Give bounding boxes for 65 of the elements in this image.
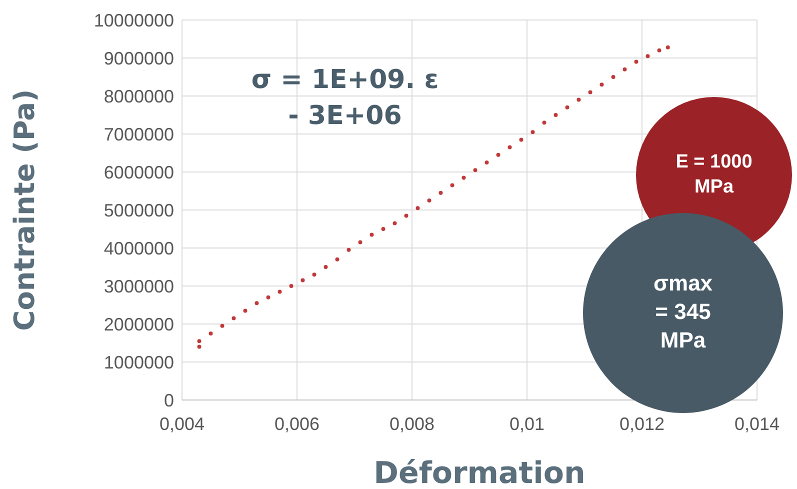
y-tick-label: 1000000 — [104, 352, 174, 372]
point — [289, 284, 294, 288]
point — [324, 265, 328, 269]
point — [197, 344, 202, 349]
y-tick-label: 10000000 — [94, 10, 174, 30]
point — [611, 75, 616, 79]
annotation: σ = 1E+09. ε - 3E+06 — [251, 65, 439, 131]
y-tick-label: 5000000 — [104, 200, 174, 220]
point — [266, 295, 270, 300]
x-tick-label: 0,004 — [159, 414, 205, 434]
point — [666, 45, 670, 50]
point — [416, 206, 420, 210]
annotation: E = 1000 MPa — [676, 152, 752, 198]
point — [450, 183, 454, 188]
y-tick-label: 2000000 — [104, 314, 174, 334]
point — [300, 278, 305, 282]
point — [370, 232, 374, 237]
point — [232, 316, 236, 320]
y-tick-label: 4000000 — [104, 238, 174, 258]
point — [530, 130, 535, 134]
point — [519, 138, 524, 142]
x-axis-title: Déformation — [374, 456, 586, 489]
y-tick-label: 8000000 — [104, 86, 174, 106]
y-tick-label: 3000000 — [104, 276, 174, 296]
point — [657, 48, 662, 52]
point — [542, 120, 546, 125]
point — [634, 60, 638, 64]
point — [473, 168, 478, 172]
x-tick-label: 0,01 — [509, 414, 545, 434]
point — [484, 160, 489, 164]
annotation: σmax = 345 MPa — [653, 270, 714, 352]
point — [335, 257, 340, 262]
point — [554, 113, 558, 117]
point — [508, 145, 512, 150]
point — [496, 152, 500, 157]
point — [346, 248, 351, 252]
point — [622, 67, 627, 72]
y-tick-label: 9000000 — [104, 48, 174, 68]
point — [197, 339, 202, 344]
point — [646, 54, 650, 58]
point — [358, 240, 362, 244]
y-axis-title: Contrainte (Pa) — [8, 89, 41, 331]
point — [588, 90, 592, 94]
y-tick-label: 6000000 — [104, 162, 174, 182]
point — [600, 82, 604, 87]
x-tick-label: 0,008 — [389, 414, 435, 434]
point — [565, 105, 570, 110]
point — [404, 214, 408, 218]
point — [243, 308, 248, 313]
point — [220, 324, 224, 328]
x-tick-label: 0,012 — [619, 414, 665, 434]
point — [427, 198, 432, 202]
point — [208, 332, 213, 336]
point — [438, 190, 443, 195]
x-tick-label: 0,014 — [734, 414, 780, 434]
y-tick-label: 0 — [164, 390, 174, 410]
point — [312, 272, 316, 277]
y-tick-label: 7000000 — [104, 124, 174, 144]
point — [576, 98, 581, 102]
x-tick-label: 0,006 — [274, 414, 320, 434]
point — [392, 221, 397, 226]
point — [254, 301, 259, 306]
point — [462, 176, 466, 180]
point — [278, 290, 282, 294]
point — [381, 227, 386, 231]
